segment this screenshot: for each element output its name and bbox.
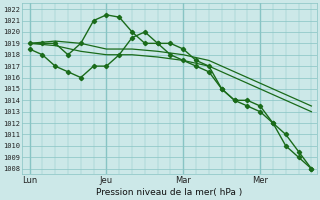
X-axis label: Pression niveau de la mer( hPa ): Pression niveau de la mer( hPa ) [96,188,242,197]
